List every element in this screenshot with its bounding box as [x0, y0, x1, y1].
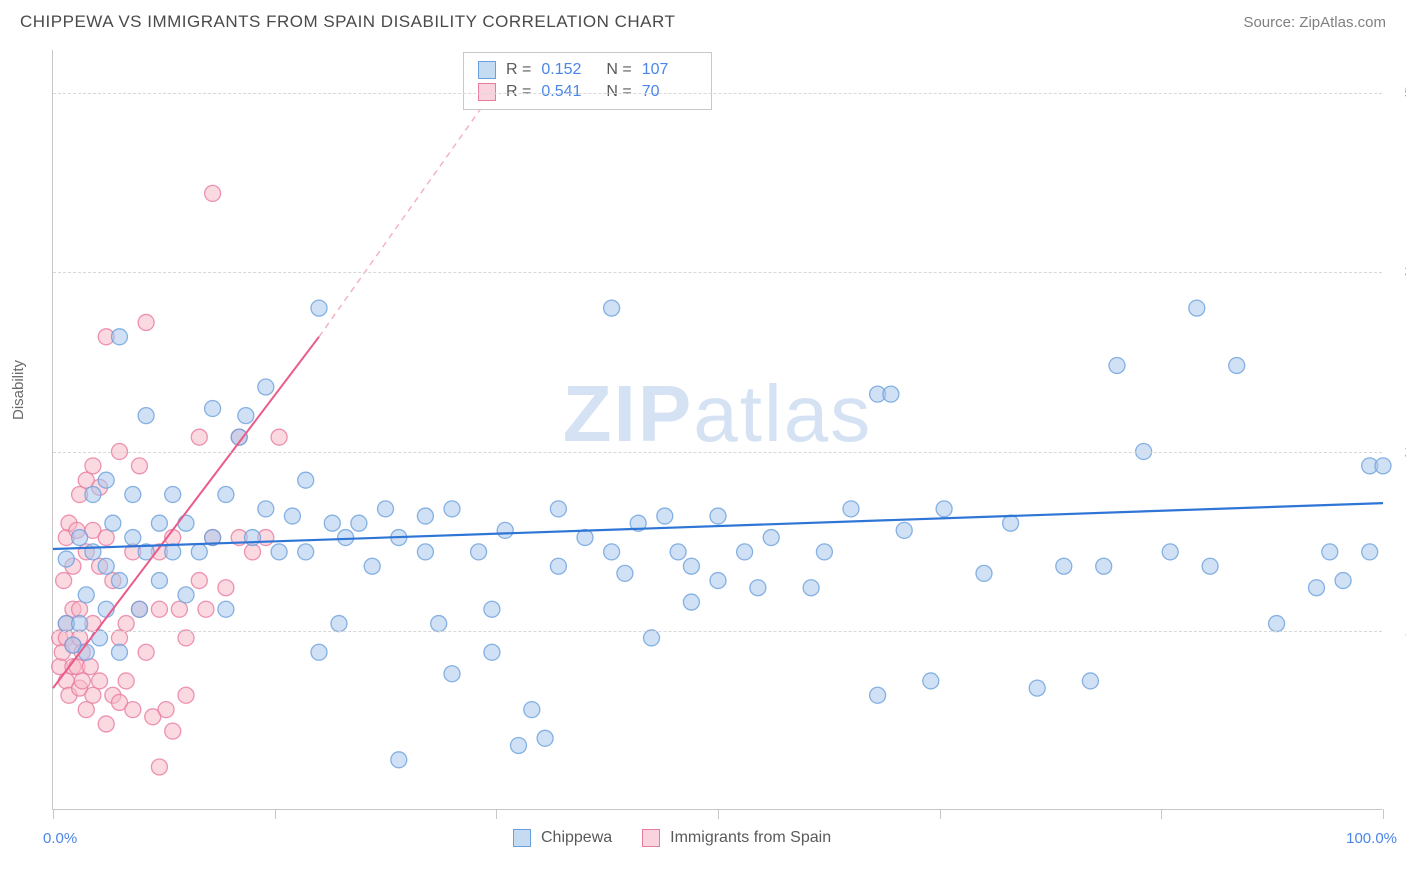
swatch-chippewa — [478, 61, 496, 79]
gridline — [53, 272, 1382, 273]
x-axis-max-label: 100.0% — [1346, 830, 1397, 847]
x-axis-min-label: 0.0% — [43, 830, 77, 847]
x-tick — [718, 809, 719, 819]
swatch-chippewa-bottom — [513, 829, 531, 847]
legend-row-chippewa: R = 0.152 N = 107 — [478, 59, 697, 81]
x-tick — [1383, 809, 1384, 819]
x-tick — [1161, 809, 1162, 819]
scatter-plot-svg — [53, 50, 1382, 809]
swatch-spain-bottom — [642, 829, 660, 847]
gridline — [53, 93, 1382, 94]
y-axis-label: Disability — [10, 360, 27, 420]
chart-title: CHIPPEWA VS IMMIGRANTS FROM SPAIN DISABI… — [20, 12, 675, 32]
gridline — [53, 452, 1382, 453]
x-tick — [940, 809, 941, 819]
source-attribution: Source: ZipAtlas.com — [1243, 14, 1386, 31]
legend-item-chippewa: Chippewa — [513, 829, 612, 847]
x-tick — [496, 809, 497, 819]
series-legend: Chippewa Immigrants from Spain — [513, 829, 831, 847]
x-tick — [275, 809, 276, 819]
swatch-spain — [478, 83, 496, 101]
gridline — [53, 631, 1382, 632]
chart-plot-area: ZIPatlas R = 0.152 N = 107 R = 0.541 N =… — [52, 50, 1382, 810]
x-tick — [53, 809, 54, 819]
legend-item-spain: Immigrants from Spain — [642, 829, 831, 847]
legend-row-spain: R = 0.541 N = 70 — [478, 81, 697, 103]
correlation-legend: R = 0.152 N = 107 R = 0.541 N = 70 — [463, 52, 712, 110]
